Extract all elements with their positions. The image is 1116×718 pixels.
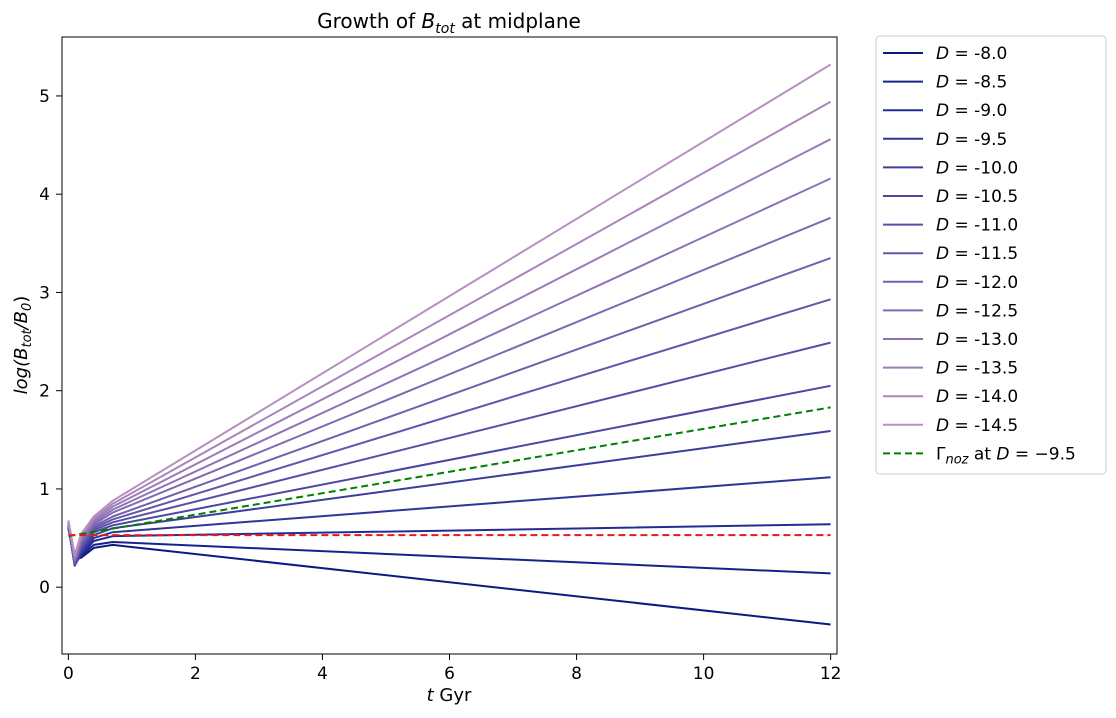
legend-label: D = -12.0 xyxy=(936,273,1018,293)
series-line-12 xyxy=(67,100,832,558)
series-group xyxy=(67,63,832,626)
legend-label: D = -11.0 xyxy=(936,216,1018,236)
y-axis: 0 1 2 3 4 5 xyxy=(39,87,62,598)
y-tick-label: 2 xyxy=(39,382,50,402)
legend-label: D = -9.0 xyxy=(936,101,1007,121)
legend-label: D = -12.5 xyxy=(936,301,1018,321)
series-line-10 xyxy=(67,177,832,561)
plot-frame xyxy=(61,36,838,655)
legend-label: D = -8.0 xyxy=(936,44,1007,64)
series-line-9 xyxy=(67,216,831,562)
legend-label: D = -10.0 xyxy=(936,158,1018,178)
legend-label: D = -14.0 xyxy=(936,387,1018,407)
legend-label: Γnoz at D = −9.5 xyxy=(936,444,1076,467)
x-tick-label: 6 xyxy=(444,664,455,684)
legend-label: D = -13.0 xyxy=(936,330,1018,350)
y-axis-label: log(Btot/B0) xyxy=(11,296,35,395)
x-tick-label: 10 xyxy=(693,664,715,684)
y-tick-label: 5 xyxy=(39,87,50,107)
legend-label: D = -13.5 xyxy=(936,359,1018,379)
x-tick-label: 12 xyxy=(820,664,842,684)
y-tick-label: 0 xyxy=(39,578,50,598)
chart-title: Growth of Btot at midplane xyxy=(317,9,581,37)
y-tick-label: 1 xyxy=(39,480,50,500)
legend-label: D = -10.5 xyxy=(936,187,1018,207)
y-tick-label: 4 xyxy=(39,185,50,205)
x-tick-label: 8 xyxy=(571,664,582,684)
series-line-13 xyxy=(67,63,832,556)
x-tick-label: 4 xyxy=(317,664,328,684)
series-line-5 xyxy=(67,384,831,567)
x-axis-label: t Gyr xyxy=(427,685,472,706)
legend-label: D = -14.5 xyxy=(936,416,1018,436)
legend-label: D = -11.5 xyxy=(936,244,1018,264)
legend-label: D = -8.5 xyxy=(936,73,1007,93)
series-line-0 xyxy=(67,528,831,626)
legend-entries: D = -8.0 D = -8.5 D = -9.0 D = -9.5 D = -10.… xyxy=(883,44,1076,467)
y-tick-label: 3 xyxy=(39,283,50,303)
series-line-7 xyxy=(67,298,831,565)
series-line-14 xyxy=(68,406,831,538)
x-axis: 0 2 4 6 8 10 12 xyxy=(63,654,842,684)
legend-frame xyxy=(875,35,1107,475)
legend-label: D = -9.5 xyxy=(936,130,1007,150)
x-tick-label: 2 xyxy=(190,664,201,684)
series-line-11 xyxy=(67,138,832,559)
legend: D = -8.0 D = -8.5 D = -9.0 D = -9.5 D = -10.… xyxy=(875,35,1107,475)
x-tick-label: 0 xyxy=(63,664,74,684)
